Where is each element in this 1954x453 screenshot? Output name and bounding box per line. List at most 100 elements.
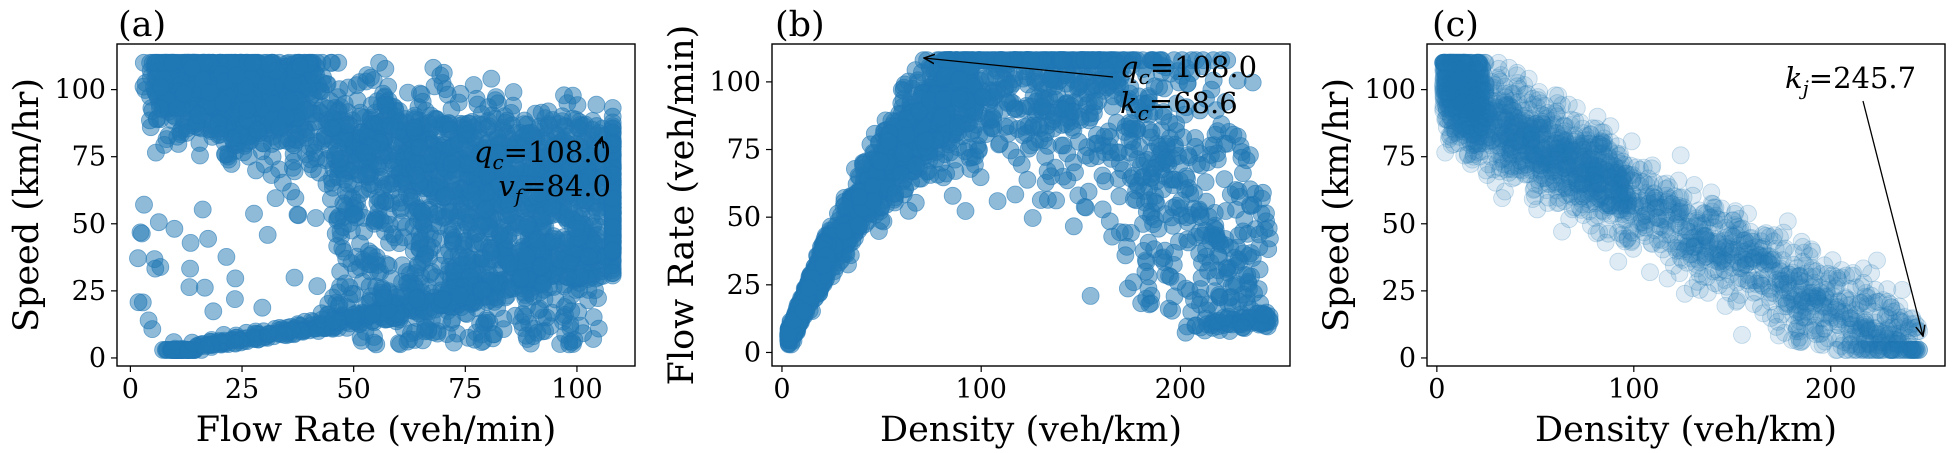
scatter-point — [288, 205, 307, 224]
x-tick-label: 50 — [336, 374, 370, 405]
scatter-point — [331, 277, 350, 296]
scatter-point — [436, 186, 455, 205]
panel-b-label: (b) — [775, 5, 825, 45]
scatter-point — [407, 166, 426, 185]
scatter-point — [181, 259, 200, 278]
scatter-point — [490, 225, 509, 244]
scatter-point — [129, 293, 148, 312]
scatter-point — [149, 213, 168, 232]
scatter-point — [226, 334, 245, 353]
scatter-point — [504, 96, 522, 115]
scatter-point — [135, 195, 153, 214]
scatter-point — [576, 191, 595, 210]
scatter-point — [499, 206, 518, 225]
panel-a-scatter — [129, 53, 622, 359]
scatter-point — [1215, 170, 1234, 189]
scatter-point — [169, 134, 188, 153]
scatter-point — [560, 335, 578, 354]
scatter-point — [334, 218, 352, 237]
scatter-point — [464, 76, 483, 94]
panel-a-ylabel: Speed (km/hr) — [7, 78, 47, 332]
scatter-point — [248, 121, 267, 140]
scatter-point — [499, 179, 518, 198]
scatter-point — [517, 218, 536, 237]
scatter-point — [477, 165, 496, 184]
scatter-point — [433, 290, 452, 309]
scatter-point — [956, 202, 975, 220]
scatter-point — [213, 94, 232, 112]
scatter-point — [603, 241, 622, 260]
y-tick-label: 75 — [72, 142, 106, 173]
scatter-point — [413, 202, 432, 221]
scatter-point — [512, 268, 531, 287]
scatter-point — [132, 224, 151, 243]
scatter-point — [180, 278, 199, 297]
scatter-point — [561, 315, 580, 334]
annotation-subscript: c — [492, 150, 503, 174]
scatter-point — [274, 325, 293, 344]
scatter-point — [227, 66, 246, 85]
scatter-point — [449, 93, 468, 112]
scatter-point — [183, 333, 202, 352]
scatter-point — [283, 158, 302, 177]
annotation-symbol: v — [498, 169, 515, 203]
scatter-point — [211, 125, 230, 144]
scatter-point — [259, 55, 278, 74]
scatter-point — [204, 302, 223, 321]
scatter-point — [443, 231, 462, 250]
scatter-point — [482, 69, 501, 88]
panel-a-axes-frame — [116, 43, 636, 367]
scatter-point — [189, 106, 208, 125]
scatter-point — [471, 129, 490, 147]
scatter-point — [308, 277, 327, 296]
scatter-point — [408, 255, 427, 274]
scatter-point — [465, 330, 484, 349]
scatter-point — [398, 332, 417, 351]
scatter-point — [285, 268, 304, 287]
x-tick-label: 0 — [122, 374, 139, 405]
scatter-point — [460, 155, 478, 174]
scatter-point — [413, 92, 432, 111]
scatter-point — [363, 304, 382, 323]
scatter-point — [1079, 182, 1098, 201]
panel-a-label: (a) — [118, 5, 166, 45]
scatter-point — [587, 117, 606, 135]
scatter-point — [270, 118, 289, 136]
scatter-point — [1110, 187, 1129, 206]
panel-a-xlabel: Flow Rate (veh/min) — [196, 410, 557, 450]
scatter-point — [143, 101, 162, 120]
scatter-point — [281, 93, 300, 111]
scatter-point — [265, 94, 283, 113]
scatter-point — [444, 262, 463, 281]
scatter-point — [381, 116, 400, 135]
scatter-point — [582, 147, 601, 166]
scatter-point — [323, 119, 342, 138]
scatter-point — [494, 309, 513, 328]
scatter-point — [328, 237, 347, 255]
panel-a-annotation-vf: vf=84.0 — [498, 169, 611, 208]
scatter-point — [435, 246, 454, 265]
scatter-point — [146, 259, 165, 278]
x-tick-label: 75 — [448, 374, 482, 405]
scatter-point — [457, 305, 476, 323]
panel-a-annotation-arrow — [600, 137, 602, 144]
scatter-point — [258, 225, 277, 244]
scatter-point — [286, 189, 305, 207]
scatter-point — [561, 159, 580, 178]
scatter-point — [569, 118, 587, 137]
annotation-symbol: q — [474, 135, 493, 169]
scatter-point — [371, 191, 390, 210]
scatter-point — [191, 146, 209, 165]
scatter-point — [226, 269, 245, 288]
scatter-point — [519, 124, 537, 143]
scatter-point — [462, 183, 481, 202]
scatter-point — [530, 184, 549, 203]
scatter-point — [431, 66, 450, 85]
scatter-point — [566, 219, 585, 238]
scatter-point — [486, 91, 505, 110]
scatter-point — [990, 135, 1008, 154]
scatter-point — [317, 174, 336, 193]
y-tick-label: 50 — [72, 209, 106, 240]
scatter-point — [543, 170, 561, 189]
